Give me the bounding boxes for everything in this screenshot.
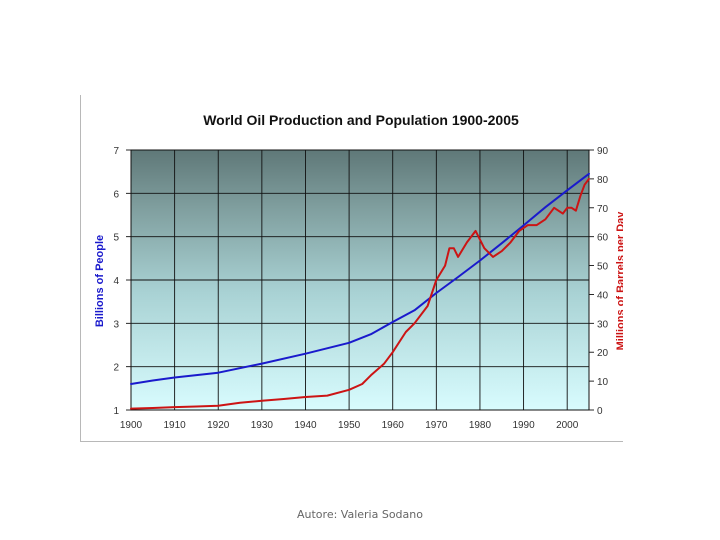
right-tick-label: 80 xyxy=(597,175,609,186)
x-tick-label: 1950 xyxy=(338,420,361,431)
x-tick-label: 1930 xyxy=(251,420,274,431)
x-tick-label: 1970 xyxy=(425,420,448,431)
oil-population-chart: World Oil Production and Population 1900… xyxy=(94,112,623,431)
chart-frame: World Oil Production and Population 1900… xyxy=(80,95,623,442)
x-tick-label: 1990 xyxy=(512,420,535,431)
right-tick-label: 0 xyxy=(597,406,603,417)
x-tick-label: 1900 xyxy=(120,420,143,431)
left-axis-label: Billions of People xyxy=(94,235,106,327)
footer-credit: Autore: Valeria Sodano xyxy=(297,508,423,521)
x-tick-label: 2000 xyxy=(556,420,579,431)
right-tick-label: 50 xyxy=(597,262,609,273)
x-tick-label: 1920 xyxy=(207,420,230,431)
x-tick-label: 1910 xyxy=(163,420,186,431)
right-tick-label: 90 xyxy=(597,146,609,157)
left-tick-label: 4 xyxy=(113,276,119,287)
chart-title: World Oil Production and Population 1900… xyxy=(203,112,519,128)
x-tick-label: 1980 xyxy=(469,420,492,431)
left-tick-label: 5 xyxy=(113,233,119,244)
right-tick-label: 30 xyxy=(597,319,609,330)
plot-border xyxy=(130,149,590,411)
x-tick-label: 1940 xyxy=(294,420,317,431)
left-tick-label: 3 xyxy=(113,319,119,330)
x-tick-label: 1960 xyxy=(382,420,405,431)
right-tick-label: 10 xyxy=(597,377,609,388)
right-tick-label: 40 xyxy=(597,290,609,301)
right-tick-label: 60 xyxy=(597,233,609,244)
right-axis-label: Millions of Barrels per Day xyxy=(615,211,623,351)
world-oil-production-line xyxy=(130,177,590,410)
left-tick-label: 6 xyxy=(113,189,119,200)
left-tick-label: 1 xyxy=(113,406,119,417)
right-tick-label: 20 xyxy=(597,348,609,359)
left-tick-label: 2 xyxy=(113,363,119,374)
world-population-line xyxy=(130,172,590,385)
right-tick-label: 70 xyxy=(597,204,609,215)
left-tick-label: 7 xyxy=(113,146,119,157)
